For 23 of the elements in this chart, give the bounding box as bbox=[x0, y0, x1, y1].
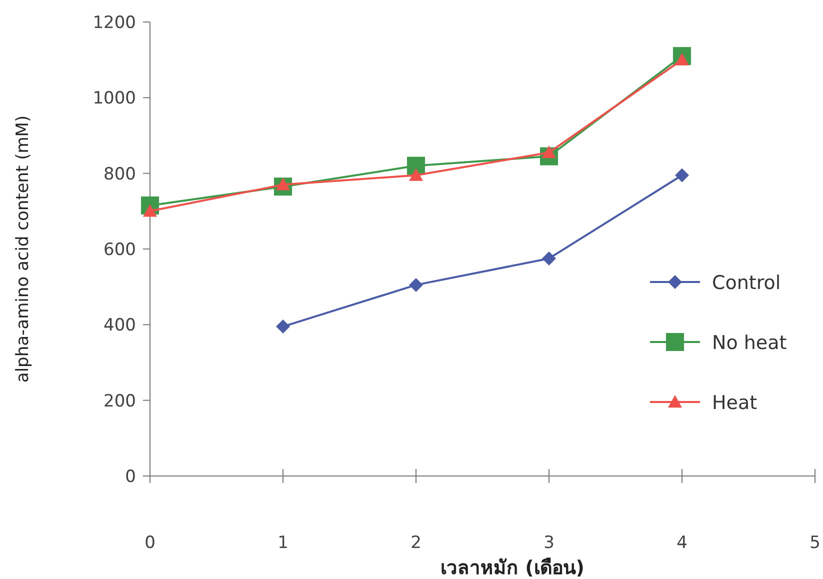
y-tick-label: 200 bbox=[104, 391, 136, 412]
point bbox=[542, 251, 556, 266]
y-tick-label: 1000 bbox=[92, 88, 136, 109]
x-tick-label: 2 bbox=[410, 533, 422, 553]
point bbox=[276, 320, 290, 334]
point bbox=[675, 168, 689, 182]
y-tick-label: 1200 bbox=[92, 13, 136, 33]
legend-label: Control bbox=[712, 272, 781, 294]
y-tick-label: 600 bbox=[104, 240, 136, 260]
x-tick-label: 0 bbox=[144, 533, 156, 553]
x-axis-title: เวลาหมัก (เดือน) bbox=[440, 557, 584, 579]
legend-label: Heat bbox=[712, 392, 758, 414]
y-axis-title: alpha-amino acid content (mM) bbox=[13, 115, 33, 383]
x-tick-label: 4 bbox=[676, 533, 688, 553]
y-tick-label: 0 bbox=[125, 467, 136, 487]
point bbox=[409, 278, 423, 292]
y-tick-label: 400 bbox=[104, 316, 136, 336]
x-tick-label: 5 bbox=[810, 533, 820, 553]
x-tick-label: 3 bbox=[544, 533, 554, 553]
legend-label: No heat bbox=[712, 332, 787, 354]
point bbox=[409, 168, 423, 181]
y-tick-label: 800 bbox=[104, 164, 136, 184]
x-tick-label: 1 bbox=[278, 533, 288, 553]
